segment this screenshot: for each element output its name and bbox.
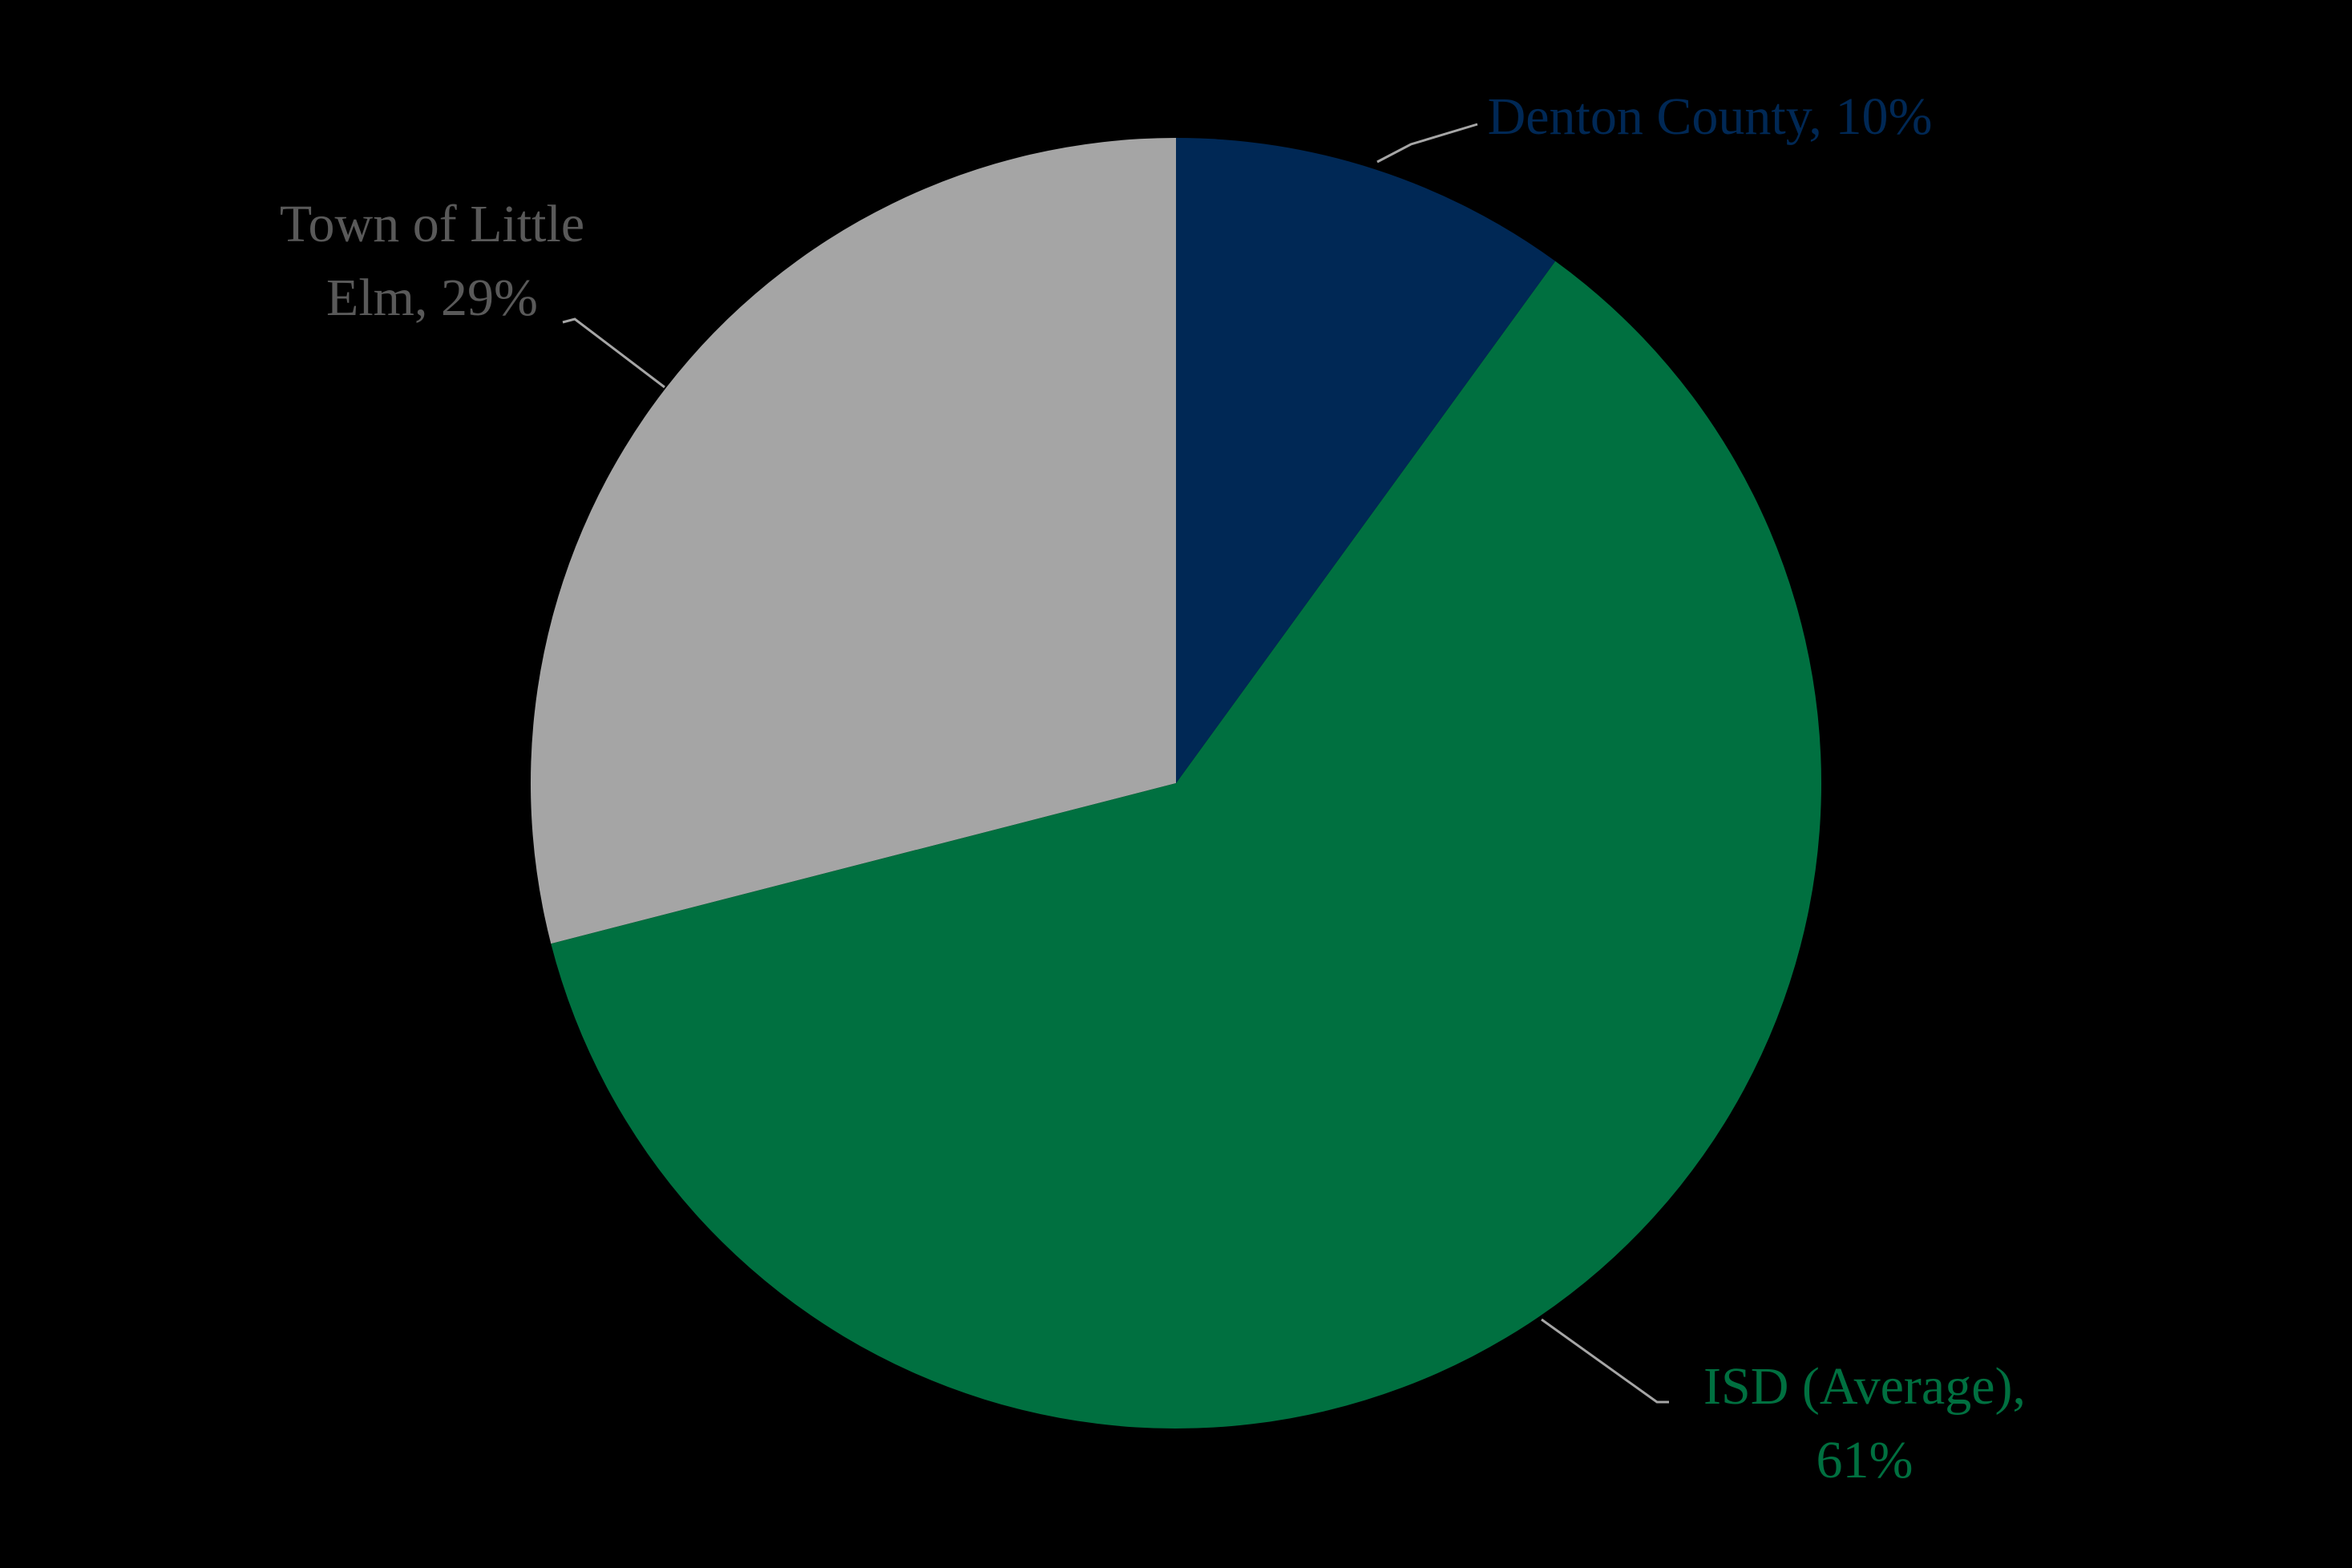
leader-line bbox=[1376, 123, 1478, 164]
pie-slice bbox=[1176, 138, 1556, 783]
data-label: Denton County, 10% bbox=[1485, 80, 1934, 154]
pie-slice bbox=[531, 138, 1176, 944]
data-label: ISD (Average), 61% bbox=[1664, 1350, 2065, 1497]
leader-line bbox=[1541, 1318, 1669, 1404]
category-label: ISD (Average), bbox=[1703, 1357, 2026, 1416]
category-label: Denton County, bbox=[1487, 87, 1822, 146]
leader-line bbox=[562, 317, 665, 389]
value-label: 61% bbox=[1816, 1431, 1914, 1489]
value-label: 29% bbox=[441, 269, 538, 327]
data-label: Town of Little Elm, 29% bbox=[240, 188, 624, 335]
category-label: Town of Little Elm, bbox=[279, 195, 585, 327]
value-label: 10% bbox=[1835, 87, 1933, 146]
pie-slice bbox=[551, 261, 1821, 1429]
